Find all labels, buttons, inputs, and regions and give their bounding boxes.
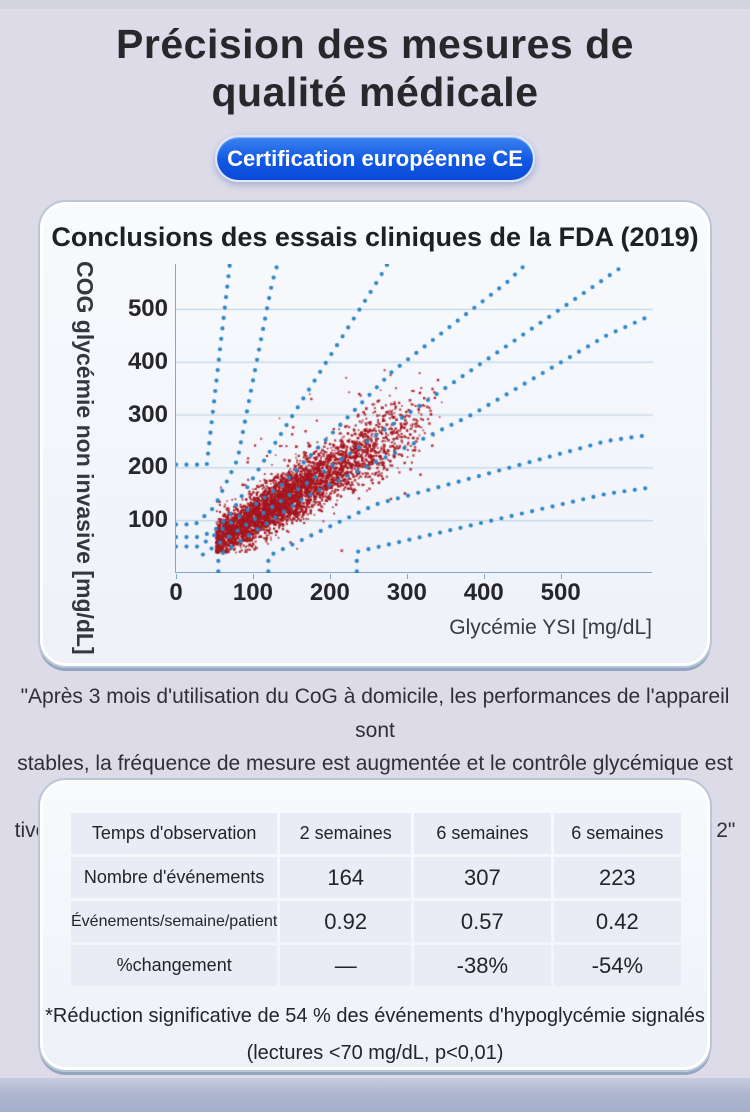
value-cell: 307	[414, 857, 551, 898]
value-cell: -38%	[414, 945, 551, 986]
chart-title: Conclusions des essais cliniques de la F…	[51, 222, 699, 252]
table-row-event-count: Nombre d'événements 164 307 223	[71, 857, 681, 898]
top-strip	[0, 0, 750, 9]
x-tick-label: 400	[463, 579, 504, 606]
y-tick-label: 100	[127, 506, 168, 534]
page-title: Précision des mesures de qualité médicale	[0, 20, 750, 117]
footnote: *Réduction significative de 54 % des évé…	[40, 998, 710, 1072]
y-tick-label: 200	[127, 453, 168, 481]
results-table: Temps d'observation 2 semaines 6 semaine…	[68, 810, 684, 989]
x-tick-mark	[560, 574, 562, 579]
value-cell: 0.92	[280, 901, 412, 942]
chart-card: Conclusions des essais cliniques de la F…	[38, 200, 712, 668]
row-label-cell: %changement	[71, 945, 278, 986]
x-tick-mark	[176, 574, 177, 579]
footnote-line-1: *Réduction significative de 54 % des évé…	[45, 1005, 705, 1027]
value-cell: 6 semaines	[553, 813, 681, 854]
y-axis-label: COG glycémie non invasive [mg/dL]	[72, 261, 98, 655]
x-tick-label: 100	[232, 579, 273, 606]
row-label-cell: Temps d'observation	[71, 813, 278, 854]
x-tick-label: 500	[540, 579, 581, 606]
x-tick-mark	[406, 574, 408, 579]
value-cell: -54%	[553, 945, 681, 986]
y-tick-label: 500	[127, 294, 168, 322]
error-grid-plot: COG glycémie non invasive [mg/dL] Glycém…	[72, 261, 653, 655]
x-tick-mark	[483, 574, 485, 579]
x-tick-label: 200	[309, 579, 350, 606]
value-cell: —	[280, 945, 412, 986]
value-cell: 164	[280, 857, 412, 898]
table-row-events-per-week: Événements/semaine/patient 0.92 0.57 0.4…	[71, 901, 681, 942]
bottom-gradient-band	[0, 1078, 750, 1112]
ce-certification-badge[interactable]: Certification européenne CE	[215, 135, 535, 182]
y-tick-label: 300	[127, 400, 168, 428]
page-title-line-1: Précision des mesures de	[116, 21, 634, 67]
value-cell: 6 semaines	[414, 813, 551, 854]
row-label-cell: Nombre d'événements	[71, 857, 278, 898]
x-axis-label: Glycémie YSI [mg/dL]	[449, 616, 652, 639]
value-cell: 223	[553, 857, 681, 898]
x-tick-label: 300	[386, 579, 427, 606]
results-card: Temps d'observation 2 semaines 6 semaine…	[38, 778, 712, 1072]
footnote-line-2: (lectures <70 mg/dL, p<0,01)	[246, 1042, 504, 1064]
row-label-cell: Événements/semaine/patient	[71, 901, 278, 942]
value-cell: 0.57	[414, 901, 551, 942]
x-tick-mark	[329, 574, 331, 579]
value-cell: 0.42	[553, 901, 681, 942]
page-title-line-2: qualité médicale	[211, 69, 539, 116]
x-tick-label: 0	[169, 579, 183, 606]
quote-line-1: "Après 3 mois d'utilisation du CoG à dom…	[20, 685, 730, 742]
value-cell: 2 semaines	[280, 813, 412, 854]
x-tick-mark	[252, 574, 254, 579]
error-grid-canvas	[176, 264, 653, 573]
table-row-observation-time: Temps d'observation 2 semaines 6 semaine…	[71, 813, 681, 854]
table-row-percent-change: %changement — -38% -54%	[71, 945, 681, 986]
y-tick-label: 400	[127, 347, 168, 375]
ce-badge-label: Certification européenne CE	[227, 145, 523, 171]
